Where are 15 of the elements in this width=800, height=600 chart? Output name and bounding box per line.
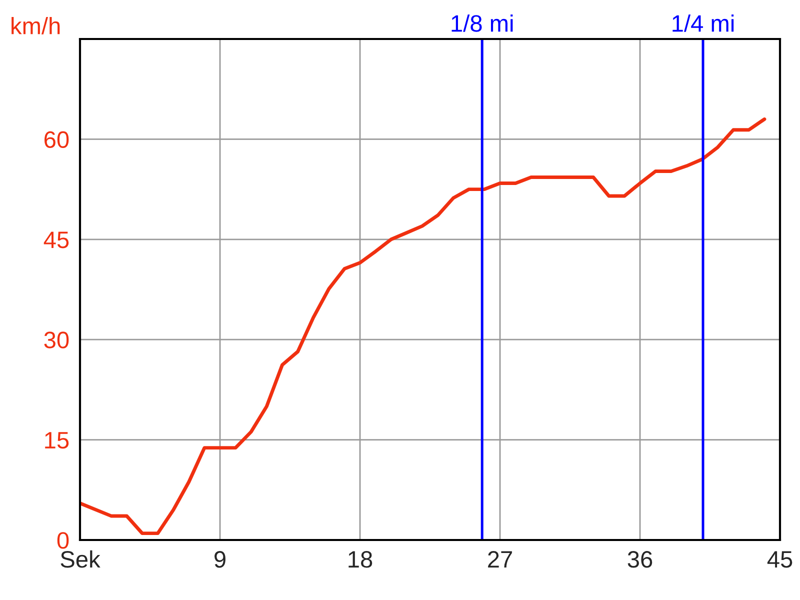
x-tick-label: Sek	[60, 550, 100, 568]
y-tick-label: 0	[57, 532, 69, 549]
y-tick-label: 15	[45, 432, 69, 449]
y-axis-title: km/h	[12, 16, 60, 34]
y-tick-label: 30	[44, 332, 69, 348]
line-series	[80, 117, 766, 536]
ref-line-label: 1/8 mi	[452, 14, 513, 32]
x-tick-label: 45	[767, 551, 792, 568]
x-tick-label: 27	[488, 551, 512, 568]
x-tick-label: 18	[348, 551, 372, 568]
y-tick-label: 60	[44, 131, 69, 148]
x-tick-label: 36	[628, 551, 652, 568]
ref-line-label: 1/4 mi	[672, 14, 734, 32]
y-tick-label: 45	[44, 232, 69, 248]
x-tick-label: 9	[214, 551, 226, 568]
